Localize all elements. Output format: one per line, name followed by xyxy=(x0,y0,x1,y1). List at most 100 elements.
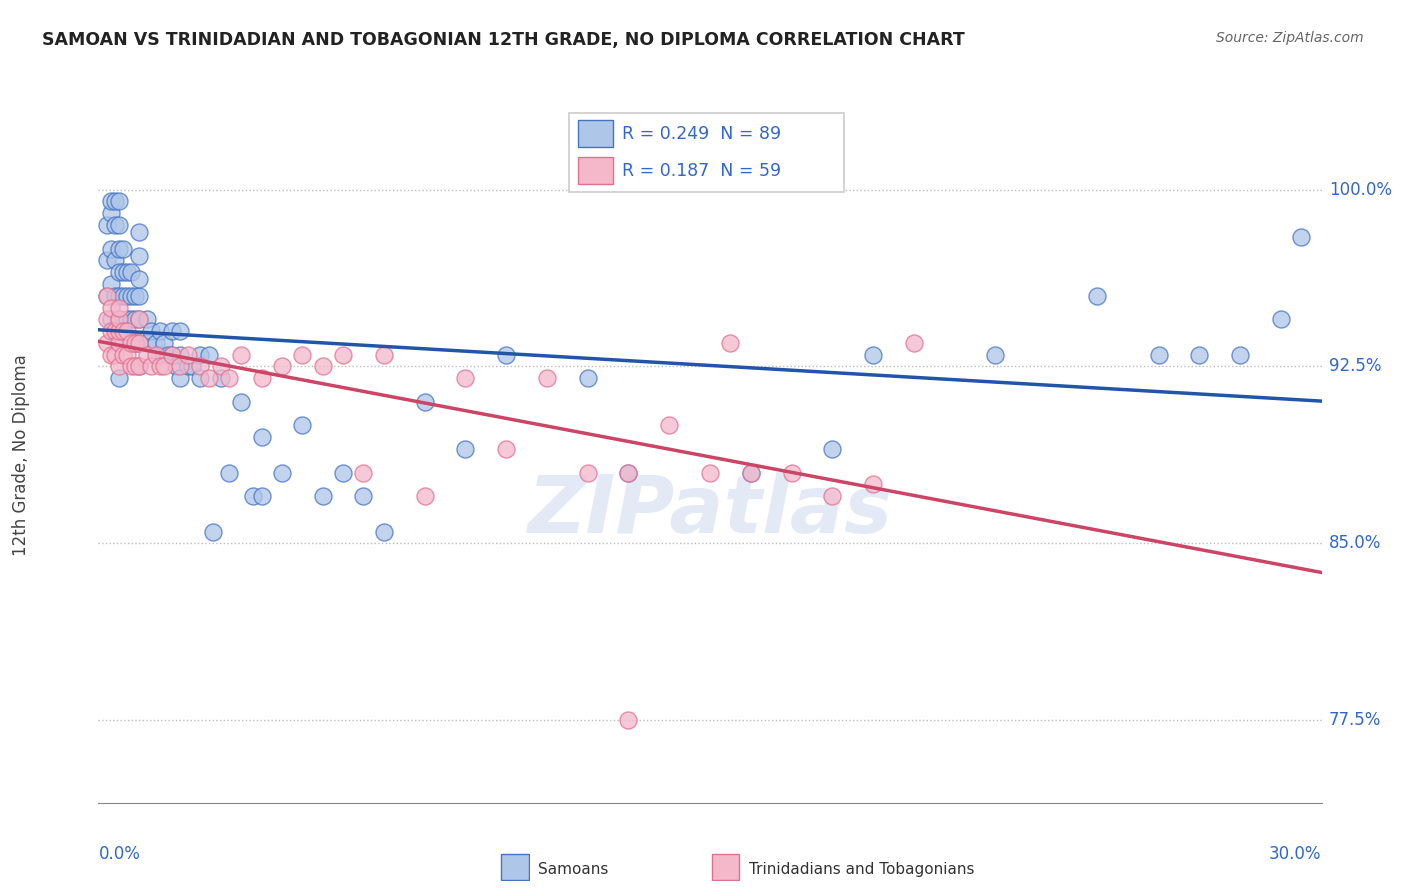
Point xyxy=(108,289,131,303)
Point xyxy=(1291,229,1313,244)
Point xyxy=(115,289,138,303)
Point xyxy=(111,265,134,279)
Point xyxy=(108,335,131,350)
Point xyxy=(984,348,1007,362)
Point xyxy=(145,348,167,362)
Point xyxy=(169,324,191,338)
Point xyxy=(862,348,884,362)
Point xyxy=(291,348,314,362)
Point xyxy=(169,348,191,362)
Point xyxy=(312,489,335,503)
Text: Source: ZipAtlas.com: Source: ZipAtlas.com xyxy=(1216,31,1364,45)
Point xyxy=(617,466,640,480)
Point xyxy=(188,371,212,385)
Point xyxy=(96,218,118,232)
Bar xyxy=(578,157,613,184)
Point xyxy=(181,359,204,374)
Point xyxy=(108,265,131,279)
Point xyxy=(124,289,146,303)
Point xyxy=(104,289,127,303)
Point xyxy=(124,335,146,350)
Text: 77.5%: 77.5% xyxy=(1329,711,1381,730)
Point xyxy=(373,524,395,539)
Point xyxy=(188,348,212,362)
Point xyxy=(108,194,131,209)
Point xyxy=(128,249,150,263)
Point xyxy=(145,335,167,350)
Point xyxy=(128,272,150,286)
Point xyxy=(903,335,925,350)
Text: 12th Grade, No Diploma: 12th Grade, No Diploma xyxy=(13,354,30,556)
Point xyxy=(152,335,174,350)
Point xyxy=(96,312,118,326)
Point xyxy=(108,324,131,338)
Point xyxy=(149,324,172,338)
Point xyxy=(495,348,517,362)
Point xyxy=(454,371,477,385)
Point xyxy=(177,348,200,362)
Point xyxy=(536,371,558,385)
Point xyxy=(100,194,122,209)
Point xyxy=(128,289,150,303)
Point xyxy=(128,312,150,326)
Point xyxy=(821,442,844,456)
Point xyxy=(120,312,142,326)
Point xyxy=(120,359,142,374)
Point xyxy=(165,359,187,374)
Point xyxy=(169,371,191,385)
Bar xyxy=(578,120,613,147)
Point xyxy=(209,359,232,374)
Point xyxy=(197,348,219,362)
Point xyxy=(100,348,122,362)
Point xyxy=(231,395,253,409)
Point xyxy=(108,359,131,374)
Point xyxy=(576,371,599,385)
Point xyxy=(108,301,131,315)
Point xyxy=(96,253,118,268)
Point xyxy=(115,348,138,362)
Point xyxy=(149,359,172,374)
Point xyxy=(270,466,294,480)
Point xyxy=(218,466,240,480)
Point xyxy=(108,242,131,256)
Point xyxy=(136,312,159,326)
Point xyxy=(201,524,224,539)
Point xyxy=(141,359,163,374)
Point xyxy=(740,466,762,480)
Point xyxy=(312,359,335,374)
Point xyxy=(100,312,122,326)
Text: SAMOAN VS TRINIDADIAN AND TOBAGONIAN 12TH GRADE, NO DIPLOMA CORRELATION CHART: SAMOAN VS TRINIDADIAN AND TOBAGONIAN 12T… xyxy=(42,31,965,49)
Point xyxy=(124,335,146,350)
Point xyxy=(136,348,159,362)
Point xyxy=(250,489,273,503)
Point xyxy=(242,489,264,503)
Point xyxy=(780,466,803,480)
Point xyxy=(100,324,122,338)
Point xyxy=(128,225,150,239)
Point xyxy=(120,265,142,279)
Point xyxy=(250,430,273,444)
Text: 85.0%: 85.0% xyxy=(1329,534,1381,552)
Point xyxy=(1270,312,1292,326)
Text: 92.5%: 92.5% xyxy=(1329,358,1381,376)
Point xyxy=(1188,348,1211,362)
Point xyxy=(96,289,118,303)
Point xyxy=(108,218,131,232)
Point xyxy=(218,371,240,385)
Point xyxy=(111,324,134,338)
Point xyxy=(115,265,138,279)
Point xyxy=(250,371,273,385)
Point xyxy=(231,348,253,362)
Point xyxy=(136,335,159,350)
Text: Samoans: Samoans xyxy=(538,863,609,877)
FancyBboxPatch shape xyxy=(569,113,844,192)
Point xyxy=(160,348,183,362)
Point xyxy=(740,466,762,480)
Point xyxy=(104,348,127,362)
Point xyxy=(156,348,179,362)
Point xyxy=(100,277,122,291)
Point xyxy=(120,335,142,350)
Point xyxy=(104,253,127,268)
Point xyxy=(454,442,477,456)
Point xyxy=(128,359,150,374)
